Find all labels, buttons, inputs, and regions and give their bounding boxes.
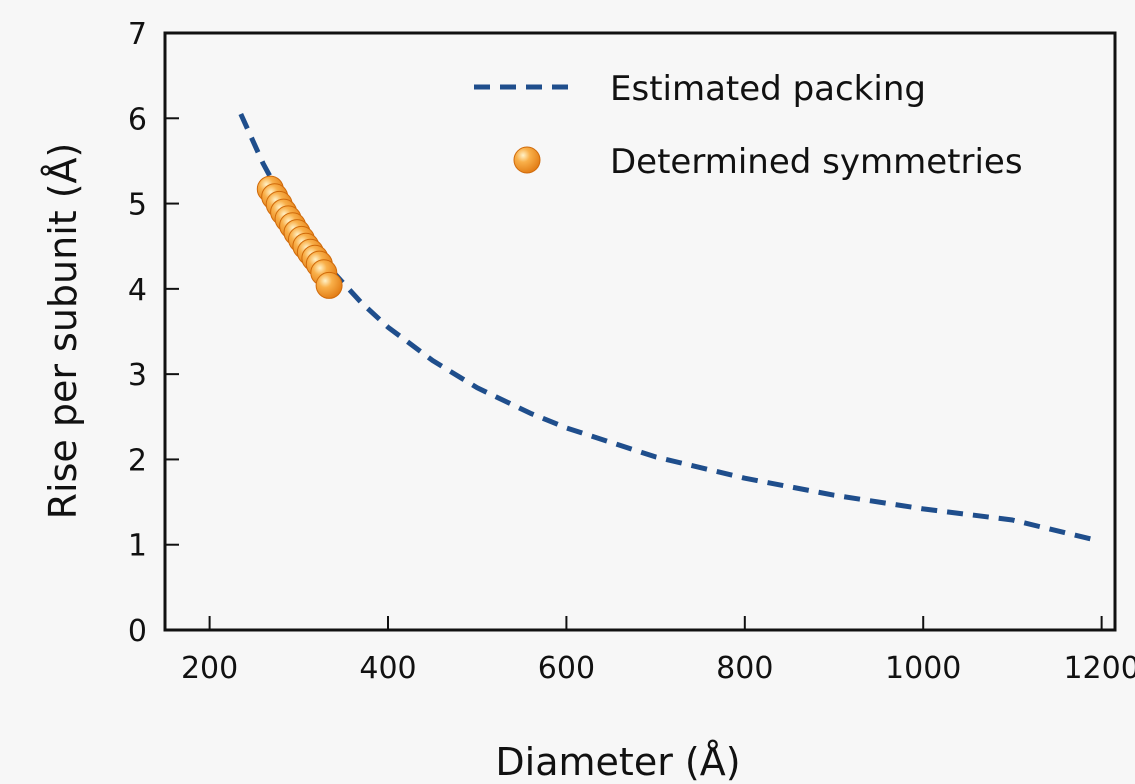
y-tick-label: 1 bbox=[128, 529, 147, 564]
legend-label-estimated-packing: Estimated packing bbox=[610, 69, 926, 109]
x-axis-label: Diameter (Å) bbox=[495, 740, 740, 784]
y-tick-label: 4 bbox=[128, 273, 147, 308]
x-tick-label: 200 bbox=[181, 651, 238, 686]
x-tick-label: 800 bbox=[716, 651, 773, 686]
y-tick-label: 6 bbox=[128, 102, 147, 137]
series-layer bbox=[238, 112, 1098, 543]
y-tick-label: 3 bbox=[128, 358, 147, 393]
x-tick-label: 1000 bbox=[885, 651, 961, 686]
x-axis-ticks: 200 400 600 800 1000 1200 bbox=[181, 616, 1135, 686]
plot-frame bbox=[163, 31, 1117, 632]
x-tick-label: 600 bbox=[538, 651, 595, 686]
y-tick-label: 7 bbox=[128, 17, 147, 52]
legend-label-determined-symmetries: Determined symmetries bbox=[610, 142, 1023, 182]
y-tick-label: 2 bbox=[128, 443, 147, 478]
x-tick-label: 400 bbox=[359, 651, 416, 686]
data-point-determined-symmetry bbox=[315, 271, 343, 299]
x-tick-label: 1200 bbox=[1063, 651, 1135, 686]
series-line-estimated-packing bbox=[238, 112, 1098, 543]
y-axis-label: Rise per subunit (Å) bbox=[41, 143, 85, 520]
y-axis-ticks: 0 1 2 3 4 5 6 7 bbox=[128, 17, 179, 649]
legend-swatch-determined-symmetries bbox=[513, 146, 541, 174]
legend: Estimated packing Determined symmetries bbox=[474, 69, 1023, 182]
y-tick-label: 5 bbox=[128, 188, 147, 223]
y-tick-label: 0 bbox=[128, 614, 147, 649]
